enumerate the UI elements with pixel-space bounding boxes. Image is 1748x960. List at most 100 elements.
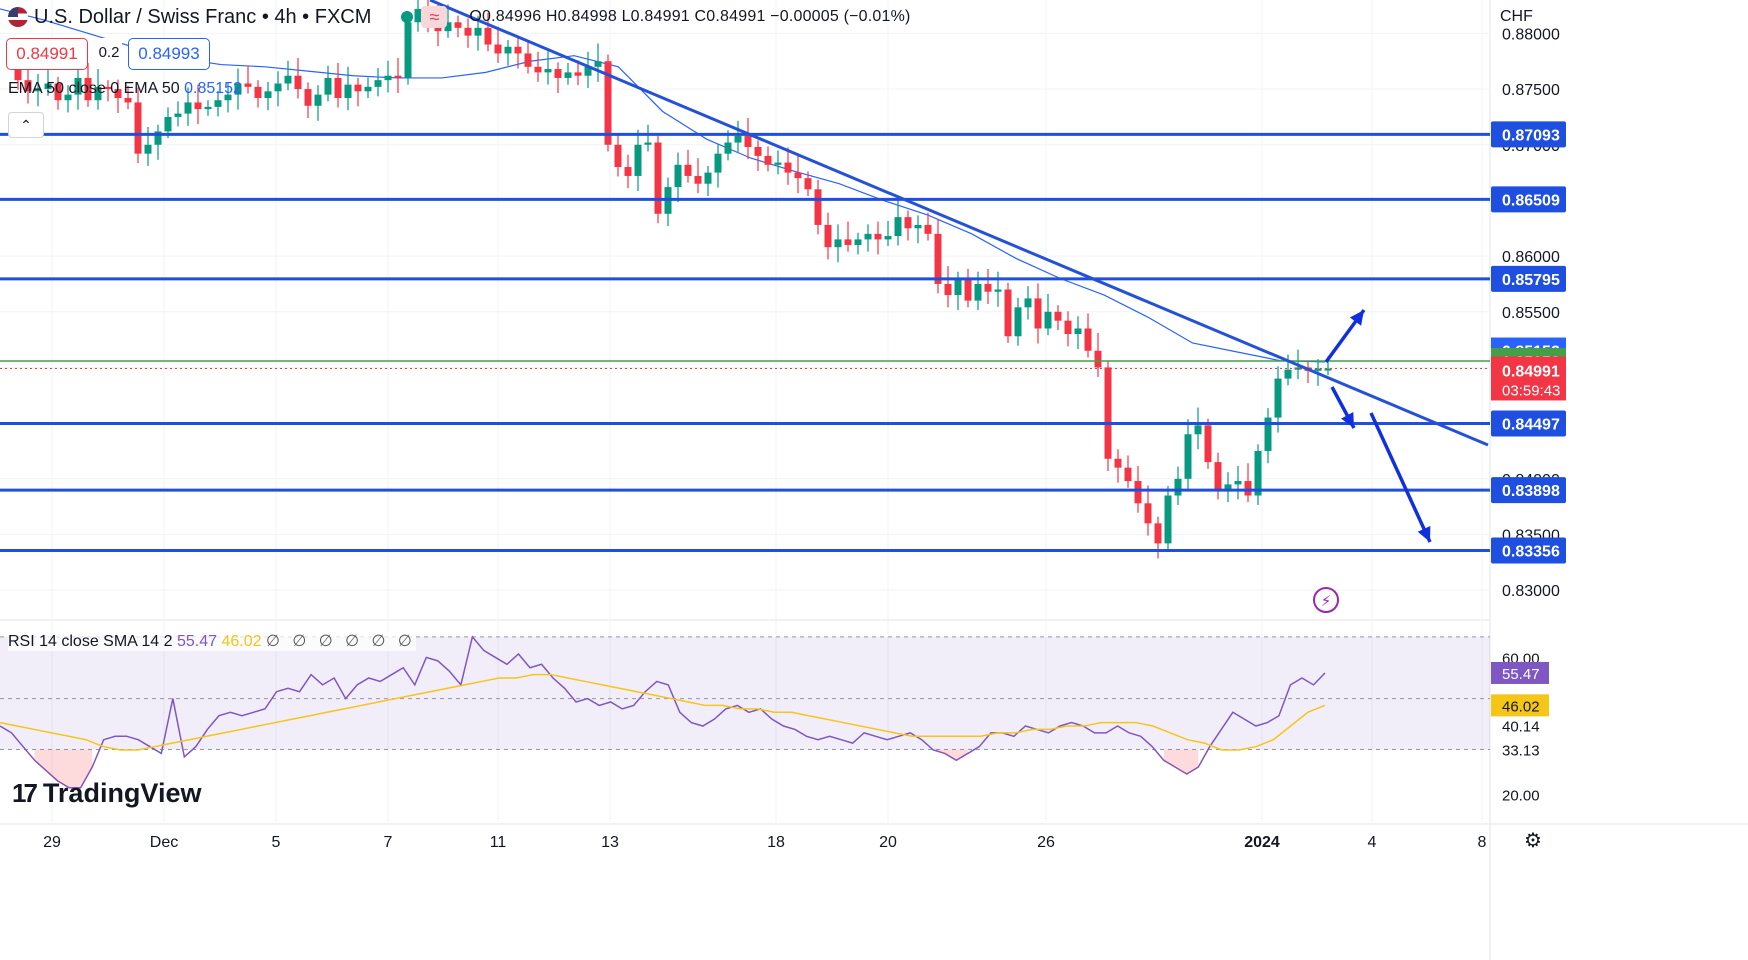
time-tick-label: 7	[384, 834, 393, 851]
candle-body	[1114, 458, 1122, 468]
candle-body	[134, 102, 142, 154]
candle-body	[894, 217, 902, 237]
support-resistance-levels[interactable]	[0, 132, 1490, 553]
countdown-label: 03:59:43	[1502, 382, 1560, 399]
candle-body	[204, 106, 212, 110]
candle-body	[564, 72, 572, 78]
arrow-head	[1417, 526, 1431, 542]
candle-body	[524, 53, 532, 67]
last-price-tag	[1491, 356, 1566, 401]
candle-body	[414, 8, 422, 23]
rsi-line	[0, 635, 1326, 789]
candle-body	[944, 283, 952, 296]
candle-body	[324, 77, 332, 95]
time-tick-label: 11	[490, 834, 507, 851]
candle-body	[1214, 462, 1222, 490]
ema-legend[interactable]: EMA 50 close 0 EMA 50 0.85152	[8, 80, 242, 98]
projection-arrow	[1369, 412, 1432, 543]
settings-icon[interactable]: ⚙	[1524, 830, 1542, 852]
candle-body	[644, 142, 652, 145]
time-axis[interactable]: 29 Dec 5 7 11 13 18 20 26 2024 4 8	[43, 834, 1486, 851]
candle-body	[674, 164, 682, 188]
candle-body	[884, 236, 892, 240]
wave-icon[interactable]: ≈	[421, 6, 448, 28]
candle-body	[1084, 328, 1092, 351]
candle-body	[164, 116, 172, 132]
projection-arrows[interactable]: ⚡	[1313, 308, 1432, 613]
rsi-tick-label: 33.13	[1502, 743, 1540, 760]
arrow-head	[1349, 310, 1364, 326]
candle-body	[444, 22, 452, 32]
buy-button[interactable]: 0.84993	[128, 38, 210, 70]
candle-body	[1024, 298, 1032, 308]
rsi-oversold-fill	[933, 749, 968, 761]
candle-body	[394, 75, 402, 78]
rsi-oversold-fill	[34, 749, 93, 788]
symbol-header: U.S. Dollar / Swiss Franc • 4h • FXCM ≈ …	[8, 4, 911, 30]
candle-body	[1154, 523, 1162, 544]
candle-body	[1164, 495, 1172, 544]
candle-body	[1144, 503, 1152, 524]
time-tick-label: 5	[272, 834, 281, 851]
rsi-value-tag-label: 55.47	[1502, 666, 1540, 683]
candle-body	[824, 224, 832, 248]
candle-body	[1274, 378, 1282, 418]
time-tick-label: 18	[767, 834, 785, 851]
symbol-title[interactable]: U.S. Dollar / Swiss Franc • 4h • FXCM	[34, 5, 372, 28]
candle-body	[834, 239, 842, 248]
ema-50-line	[0, 8, 1326, 363]
candle-body	[684, 164, 692, 176]
candle-body	[184, 102, 192, 114]
price-axis[interactable]: 0.880000.875000.870000.865000.860000.855…	[1491, 26, 1566, 805]
candle-body	[924, 224, 932, 234]
sell-button[interactable]: 0.84991	[6, 38, 88, 70]
lightning-icon	[1313, 587, 1339, 613]
trendlines[interactable]	[429, 0, 1489, 447]
rsi-sma-line	[0, 673, 1326, 751]
candle-body	[874, 233, 882, 240]
last-price-tag-label: 0.84991	[1502, 363, 1560, 380]
candle-body	[244, 83, 252, 87]
candle-body	[464, 27, 472, 36]
candle-body	[224, 94, 232, 101]
level-tag-label: 0.87093	[1502, 127, 1560, 144]
candle-body	[1244, 481, 1252, 496]
candle-body	[814, 189, 822, 225]
ema-line	[0, 8, 1326, 363]
candle-body	[194, 102, 202, 110]
candle-body	[384, 75, 392, 81]
candle-body	[54, 83, 62, 101]
candle-body	[584, 66, 592, 76]
rsi-legend[interactable]: RSI 14 close SMA 14 2 55.47 46.02 ∅ ∅ ∅ …	[8, 631, 416, 651]
candle-body	[354, 84, 362, 92]
candle-body	[504, 46, 512, 54]
candle-body	[864, 233, 872, 240]
lightning-glyph: ⚡	[1321, 592, 1332, 610]
candle-body	[264, 91, 272, 98]
currency-label[interactable]: CHF	[1500, 8, 1533, 25]
candle-body	[314, 94, 322, 106]
market-open-icon	[401, 11, 414, 23]
candle-body	[964, 278, 972, 301]
collapse-legend-button[interactable]: ⌃	[8, 112, 44, 138]
candle-body	[1184, 434, 1192, 479]
candle-body	[774, 162, 782, 165]
level-tag	[1491, 410, 1566, 437]
candle-body	[254, 86, 262, 98]
candle-body	[494, 44, 502, 54]
candle-body	[1314, 368, 1322, 371]
candle-body	[614, 144, 622, 168]
rsi-tick-label: 40.14	[1502, 719, 1540, 736]
tradingview-logo[interactable]: 17 TradingView	[12, 778, 201, 809]
candle-body	[454, 22, 462, 28]
candle-body	[734, 135, 742, 143]
candle-body	[294, 75, 302, 90]
level-tag-label: 0.84497	[1502, 416, 1560, 433]
candle-body	[1014, 307, 1022, 337]
candle-body	[724, 142, 732, 154]
candle-body	[904, 217, 912, 229]
candle-body	[1284, 369, 1292, 379]
brand-name: TradingView	[42, 778, 202, 808]
